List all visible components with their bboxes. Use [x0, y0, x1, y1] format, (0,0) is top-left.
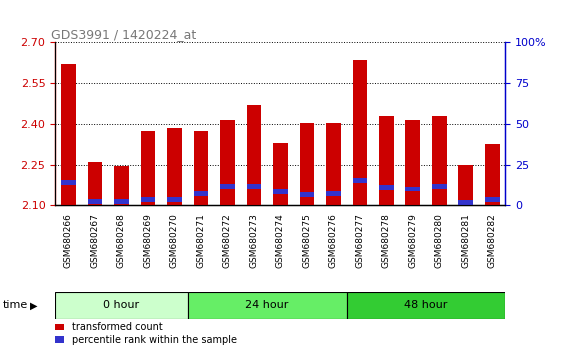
Bar: [458, 165, 473, 205]
Bar: [273, 143, 288, 205]
Bar: [188, 292, 346, 319]
Text: 0 hour: 0 hour: [103, 300, 139, 310]
Text: GSM680266: GSM680266: [64, 213, 73, 268]
Bar: [55, 292, 188, 319]
Bar: [167, 198, 182, 202]
Bar: [220, 120, 235, 205]
Bar: [167, 128, 182, 205]
Text: GSM680267: GSM680267: [91, 213, 99, 268]
Bar: [485, 198, 500, 202]
Bar: [61, 64, 76, 205]
Text: GSM680275: GSM680275: [302, 213, 311, 268]
Bar: [300, 122, 314, 205]
Bar: [406, 120, 420, 205]
Bar: [88, 162, 102, 205]
Bar: [346, 292, 505, 319]
Text: GSM680269: GSM680269: [144, 213, 152, 268]
Text: GSM680281: GSM680281: [461, 213, 470, 268]
Text: GSM680274: GSM680274: [276, 213, 285, 268]
Bar: [458, 200, 473, 205]
Bar: [353, 178, 367, 183]
Bar: [379, 116, 393, 205]
Bar: [379, 185, 393, 190]
Legend: transformed count, percentile rank within the sample: transformed count, percentile rank withi…: [51, 319, 241, 349]
Bar: [114, 199, 129, 204]
Text: 24 hour: 24 hour: [245, 300, 289, 310]
Bar: [246, 105, 261, 205]
Bar: [141, 198, 155, 202]
Text: GSM680276: GSM680276: [329, 213, 338, 268]
Bar: [300, 192, 314, 197]
Bar: [61, 180, 76, 185]
Text: 48 hour: 48 hour: [404, 300, 448, 310]
Text: GSM680278: GSM680278: [382, 213, 391, 268]
Bar: [406, 187, 420, 192]
Bar: [273, 189, 288, 194]
Bar: [485, 144, 500, 205]
Text: ▶: ▶: [30, 300, 38, 310]
Text: GDS3991 / 1420224_at: GDS3991 / 1420224_at: [51, 28, 196, 41]
Text: GSM680282: GSM680282: [487, 213, 497, 268]
Text: GSM680268: GSM680268: [117, 213, 126, 268]
Text: time: time: [3, 300, 28, 310]
Bar: [220, 184, 235, 189]
Bar: [88, 199, 102, 204]
Text: GSM680270: GSM680270: [170, 213, 179, 268]
Bar: [114, 166, 129, 205]
Bar: [353, 60, 367, 205]
Bar: [326, 191, 340, 195]
Text: GSM680273: GSM680273: [249, 213, 259, 268]
Bar: [326, 122, 340, 205]
Text: GSM680277: GSM680277: [356, 213, 364, 268]
Bar: [193, 131, 208, 205]
Text: GSM680280: GSM680280: [435, 213, 444, 268]
Bar: [432, 116, 447, 205]
Text: GSM680279: GSM680279: [408, 213, 417, 268]
Bar: [193, 191, 208, 195]
Text: GSM680272: GSM680272: [223, 213, 232, 268]
Text: GSM680271: GSM680271: [196, 213, 205, 268]
Bar: [141, 131, 155, 205]
Bar: [246, 184, 261, 189]
Bar: [432, 184, 447, 189]
